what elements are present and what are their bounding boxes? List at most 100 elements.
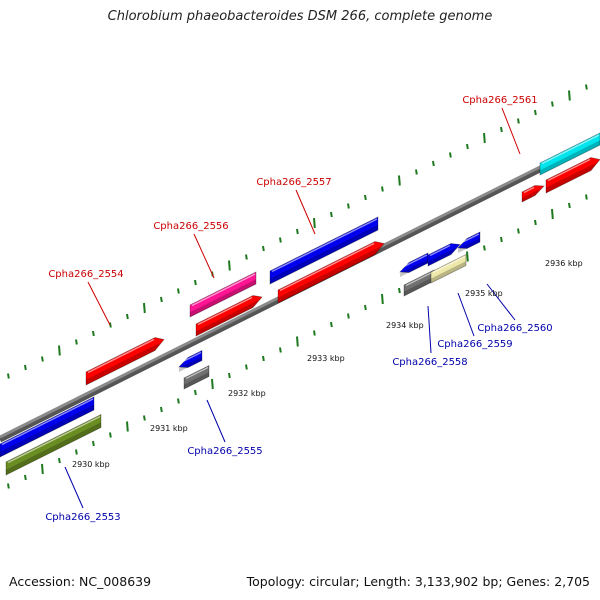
feature-cpha266-2561c	[539, 132, 600, 176]
scale-tick	[262, 355, 265, 362]
scale-tick	[58, 457, 61, 464]
leader-line	[427, 305, 432, 354]
leader-line	[486, 283, 516, 321]
feature-cpha266-2558b	[403, 269, 435, 297]
feature-cpha266-2557a	[277, 241, 385, 304]
gene-label-cpha266-2559: Cpha266_2559	[437, 339, 512, 350]
scale-tick	[483, 132, 486, 144]
feature-cpha266-2558a	[399, 252, 429, 277]
feature-cpha266-2553b	[5, 413, 102, 476]
scale-tick	[126, 313, 129, 320]
gene-features	[0, 132, 600, 476]
scale-tick	[534, 219, 537, 226]
scale-label: 2930 kbp	[72, 460, 110, 469]
scale-tick	[551, 208, 554, 220]
scale-tick	[466, 143, 469, 150]
feature-cpha266-2556a	[195, 295, 263, 337]
scale-tick	[381, 293, 384, 305]
scale-tick	[466, 251, 469, 262]
scale-tick	[279, 347, 282, 353]
gene-label-cpha266-2556: Cpha266_2556	[153, 221, 228, 232]
gene-label-cpha266-2553: Cpha266_2553	[45, 512, 120, 523]
kbp-scale-labels: 2930 kbp 2931 kbp 2932 kbp 2933 kbp 2934 kbp…	[72, 259, 583, 469]
scale-label: 2934 kbp	[386, 321, 424, 330]
scale-tick	[364, 194, 367, 201]
scale-tick	[347, 313, 350, 319]
gene-label-cpha266-2561: Cpha266_2561	[462, 95, 537, 106]
scale-tick	[24, 474, 27, 481]
scale-tick	[364, 304, 367, 311]
scale-tick	[160, 406, 163, 413]
leader-line	[457, 292, 475, 337]
scale-tick	[194, 389, 197, 396]
scale-tick	[41, 356, 44, 362]
scale-tick	[109, 432, 112, 438]
gene-label-cpha266-2555: Cpha266_2555	[187, 446, 262, 457]
scale-tick	[92, 330, 95, 337]
scale-label: 2935 kbp	[465, 289, 503, 298]
gene-label-cpha266-2557: Cpha266_2557	[256, 177, 331, 188]
scale-tick	[7, 373, 10, 379]
scale-tick	[330, 211, 333, 218]
feature-cpha266-2559b	[430, 253, 467, 284]
scale-label: 2936 kbp	[545, 259, 583, 268]
leader-line	[87, 281, 111, 326]
scale-tick	[177, 288, 180, 294]
feature-cpha266-2561b	[545, 157, 600, 194]
scale-tick	[517, 228, 520, 234]
scale-tick	[585, 194, 588, 200]
scale-tick	[245, 364, 248, 370]
scale-tick	[381, 186, 384, 192]
topology-text: Topology: circular; Length: 3,133,902 bp…	[246, 574, 590, 589]
scale-tick	[313, 217, 316, 229]
scale-tick	[398, 175, 401, 186]
scale-tick	[211, 378, 214, 390]
scale-tick	[449, 152, 452, 158]
scale-tick	[313, 330, 316, 336]
scale-tick	[228, 260, 231, 271]
scale-tick	[109, 322, 112, 328]
scale-tick	[160, 296, 163, 303]
scale-tick	[279, 237, 282, 243]
scale-tick	[500, 236, 503, 243]
scale-tick	[143, 415, 146, 421]
scale-tick	[194, 279, 197, 286]
scale-tick	[24, 364, 27, 371]
scale-tick	[296, 228, 299, 235]
scale-tick	[330, 321, 333, 328]
scale-tick	[143, 302, 146, 314]
scale-tick	[483, 245, 486, 251]
feature-cpha266-2553a	[0, 396, 95, 458]
leader-line	[501, 107, 521, 155]
scale-tick	[585, 84, 588, 90]
scale-tick	[534, 109, 537, 116]
scale-tick	[41, 463, 44, 475]
gene-labels: Cpha266_2553 Cpha266_2554 Cpha266_2555 Cpha…	[45, 95, 552, 523]
scale-label: 2932 kbp	[228, 389, 266, 398]
scale-tick	[296, 336, 299, 347]
feature-cpha266-2557b	[269, 216, 379, 285]
scale-tick	[245, 254, 248, 260]
scale-tick	[517, 118, 520, 124]
feature-cpha266-2559a	[427, 243, 461, 267]
scale-label: 2931 kbp	[150, 424, 188, 433]
leader-line	[64, 466, 84, 509]
outer-tick-row	[7, 84, 588, 379]
scale-tick	[7, 483, 10, 489]
scale-tick	[92, 440, 95, 447]
feature-cpha266-2560	[457, 231, 481, 253]
scale-tick	[551, 101, 554, 107]
scale-tick	[568, 90, 571, 101]
scale-tick	[568, 202, 571, 209]
feature-cpha266-2561a	[521, 185, 545, 203]
scale-tick	[415, 169, 418, 175]
leader-line	[193, 233, 215, 279]
gene-label-cpha266-2554: Cpha266_2554	[48, 269, 123, 280]
leader-line	[295, 189, 316, 235]
scale-tick	[432, 160, 435, 167]
gene-label-cpha266-2560: Cpha266_2560	[477, 323, 552, 334]
accession-text: Accession: NC_008639	[9, 574, 152, 589]
scale-tick	[500, 126, 503, 133]
map-title: Chlorobium phaeobacteroides DSM 266, com…	[107, 9, 493, 24]
